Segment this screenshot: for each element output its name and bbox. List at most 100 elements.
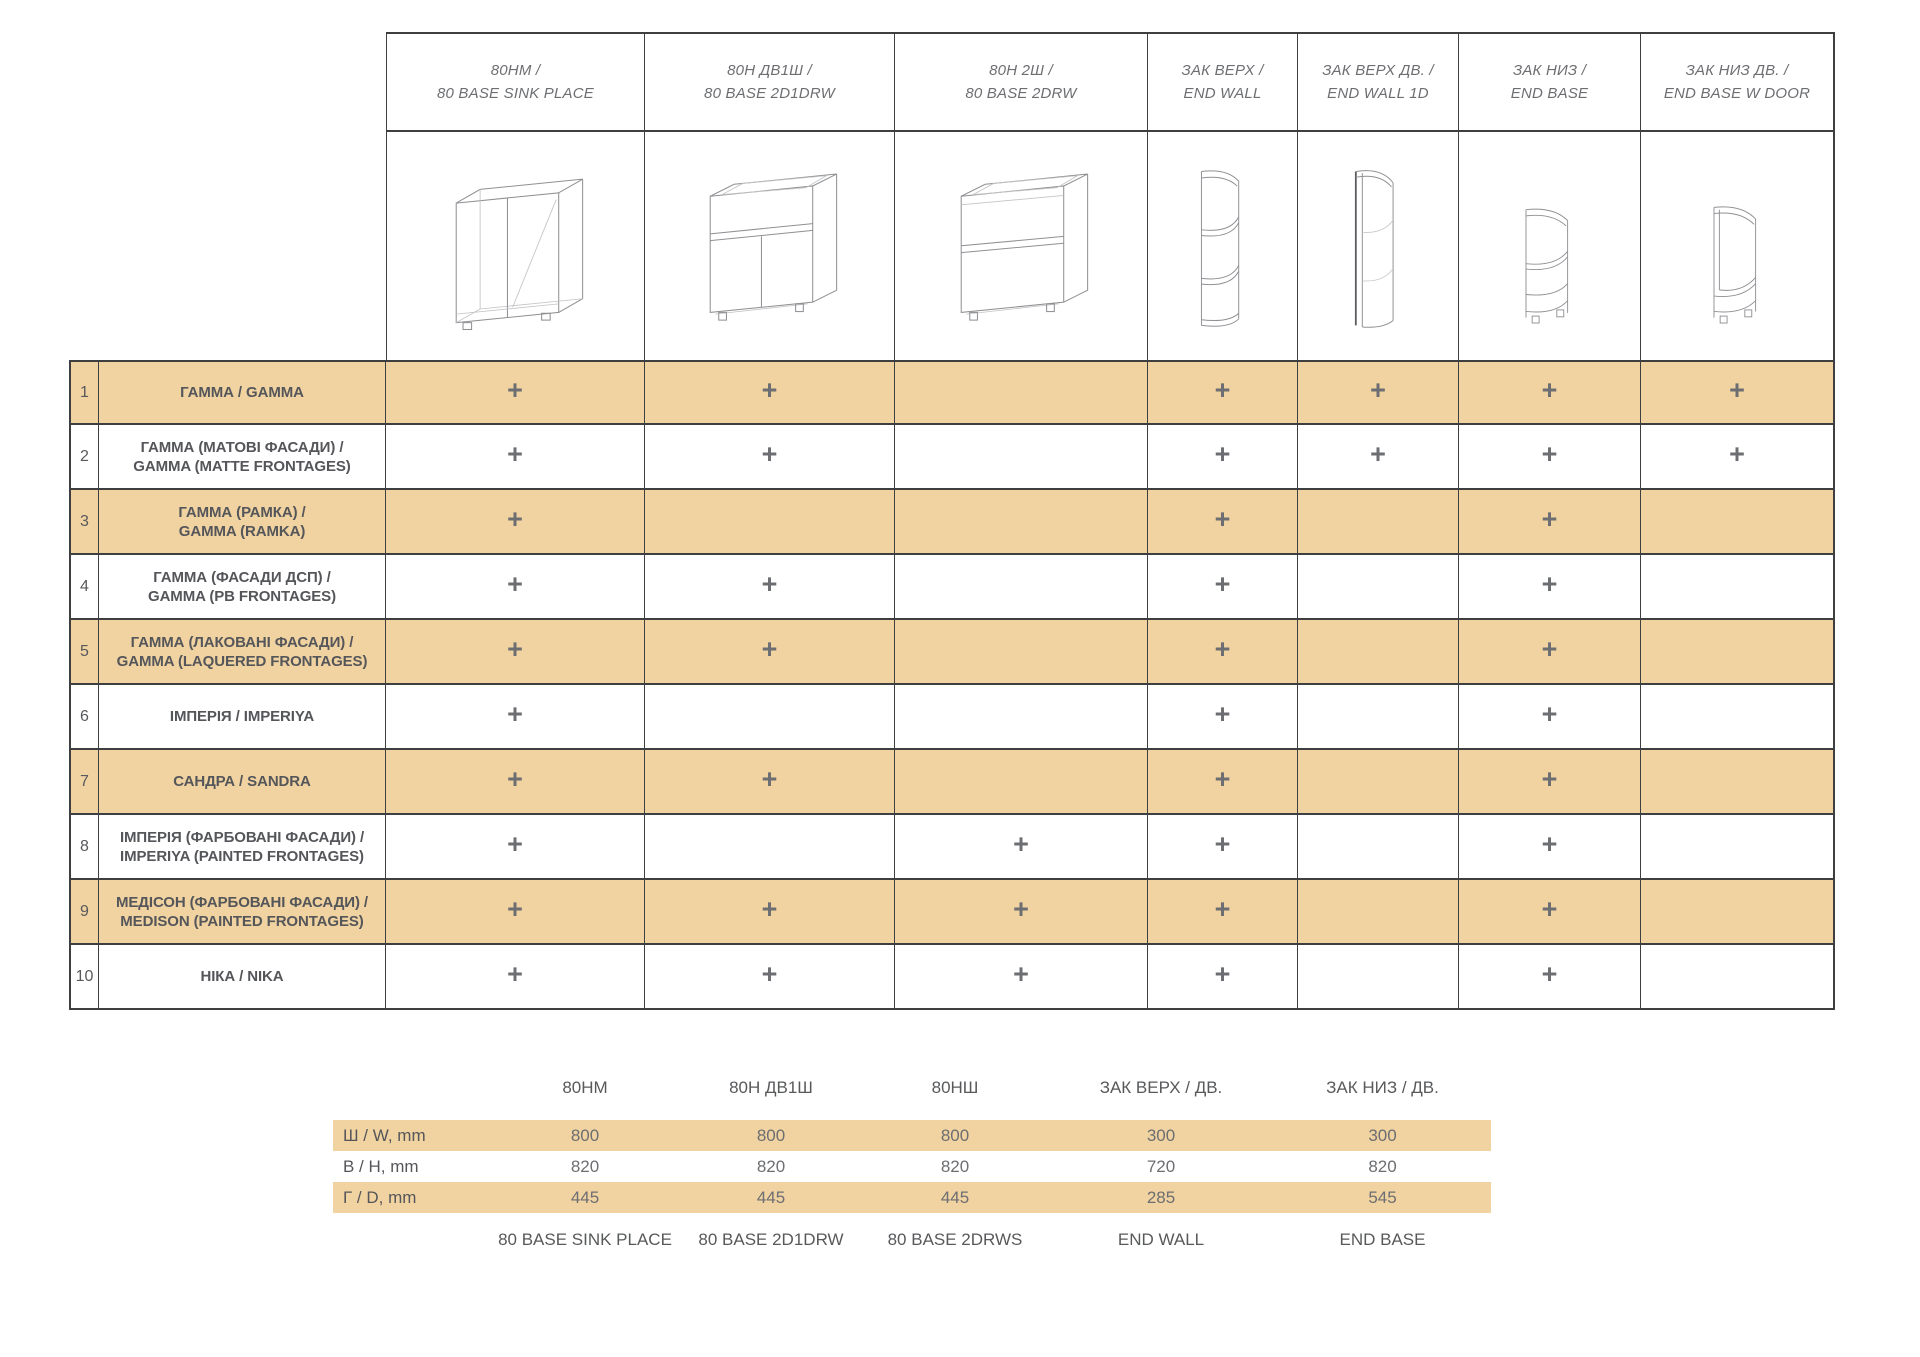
dimension-value: 445 [570, 1187, 600, 1207]
row-label: ГАММА (ЛАКОВАНІ ФАСАДИ) / GAMMA (LAQUERED… [99, 620, 386, 685]
dimension-value: 820 [940, 1156, 970, 1176]
plus-mark: + [1541, 894, 1558, 924]
column-header: ЗАК ВЕРХ ДВ. / END WALL 1D [1298, 32, 1459, 132]
row-number: 5 [69, 620, 99, 685]
corner-spacer [69, 32, 99, 132]
column-header-line1: ЗАК ВЕРХ ДВ. / [1322, 62, 1434, 79]
availability-cell-empty [1298, 750, 1459, 815]
dimensions-footer-label: 80 BASE 2DRWS [887, 1230, 1023, 1249]
availability-cell-plus: + [1459, 750, 1641, 815]
availability-cell-plus: + [1148, 815, 1298, 880]
availability-cell-empty [895, 360, 1148, 425]
row-label: ІМПЕРІЯ (ФАРБОВАНІ ФАСАДИ) / IMPERIYA (PA… [99, 815, 386, 880]
plus-mark: + [507, 699, 523, 729]
row-number: 9 [69, 880, 99, 945]
dimensions-footer-label: 80 BASE SINK PLACE [498, 1230, 672, 1249]
availability-cell-plus: + [1148, 685, 1298, 750]
column-header: ЗАК ВЕРХ / END WALL [1148, 32, 1298, 132]
plus-mark: + [507, 375, 523, 405]
row-label: МЕДІСОН (ФАРБОВАНІ ФАСАДИ) / MEDISON (PAI… [99, 880, 386, 945]
dimensions-footer-label: 80 BASE 2D1DRW [698, 1230, 844, 1249]
availability-cell-empty [895, 750, 1148, 815]
plus-mark: + [507, 959, 523, 989]
column-header-line1: ЗАК НИЗ ДВ. / [1685, 62, 1789, 79]
plus-mark: + [1729, 439, 1745, 469]
row-label-line: GAMMA (RAMKA) [178, 522, 306, 540]
column-header-line1: ЗАК НИЗ / [1512, 62, 1587, 79]
availability-cell-plus: + [386, 490, 645, 555]
availability-table: 80НМ / 80 BASE SINK PLACE 80Н ДВ1Ш / 80 BAS… [69, 32, 1835, 1010]
row-label-line: САНДРА / SANDRA [173, 773, 311, 790]
column-header-line1: 80Н ДВ1Ш / [727, 62, 812, 79]
row-label-line: ІМПЕРІЯ (ФАРБОВАНІ ФАСАДИ) / [119, 828, 365, 846]
column-header-line2: 80 BASE SINK PLACE [436, 85, 594, 102]
availability-cell-plus: + [645, 750, 895, 815]
availability-cell-plus: + [1459, 490, 1641, 555]
plus-mark: + [1541, 634, 1558, 664]
plus-mark: + [1214, 959, 1231, 989]
availability-cell-plus: + [1459, 880, 1641, 945]
plus-mark: + [507, 439, 523, 469]
dimensions-column-header: 80НШ [931, 1078, 979, 1097]
end-base-open-unit-drawing [1459, 132, 1641, 360]
dimension-value: 300 [1368, 1125, 1397, 1145]
row-label-line: ІМПЕРІЯ / IMPERIYA [169, 708, 315, 725]
availability-cell-plus: + [1641, 425, 1835, 490]
availability-cell-plus: + [1459, 685, 1641, 750]
availability-cell-plus: + [386, 750, 645, 815]
availability-cell-plus: + [1459, 945, 1641, 1010]
column-header-line2: 80 BASE 2DRW [965, 85, 1077, 102]
row-number: 4 [69, 555, 99, 620]
availability-cell-empty [1298, 880, 1459, 945]
dimension-value: 285 [1146, 1187, 1176, 1207]
plus-mark: + [1729, 375, 1745, 405]
plus-mark: + [761, 569, 778, 599]
dimensions-gap [333, 1110, 1491, 1120]
dimensions-data-row: Ш / W, mm 800 800 800 300 300 [333, 1120, 1491, 1151]
plus-mark: + [1013, 894, 1029, 924]
row-label-line: ГАММА (РАМКА) / [178, 503, 306, 521]
availability-cell-empty [1641, 490, 1835, 555]
dimension-value: 820 [756, 1156, 786, 1176]
dimension-value: 545 [1368, 1187, 1397, 1207]
availability-cell-plus: + [386, 555, 645, 620]
row-label: ГАММА / GAMMA [99, 360, 386, 425]
availability-cell-plus: + [895, 815, 1148, 880]
availability-cell-empty [1641, 620, 1835, 685]
dimension-row-label: Ш / W, mm [343, 1125, 426, 1145]
plus-mark: + [507, 829, 523, 859]
plus-mark: + [1214, 504, 1231, 534]
availability-cell-empty [645, 685, 895, 750]
dimensions-data-row: В / H, mm 820 820 820 720 820 [333, 1151, 1491, 1182]
availability-cell-plus: + [1459, 555, 1641, 620]
plus-mark: + [1370, 439, 1386, 469]
row-label-line: MEDISON (PAINTED FRONTAGES) [120, 912, 364, 930]
dimension-value: 720 [1146, 1156, 1176, 1176]
plus-mark: + [1541, 699, 1558, 729]
dimension-row-label: Г / D, mm [343, 1187, 417, 1207]
base-sink-cabinet-drawing [386, 132, 645, 360]
plus-mark: + [1541, 569, 1558, 599]
plus-mark: + [1541, 439, 1558, 469]
availability-cell-plus: + [1459, 360, 1641, 425]
end-base-door-unit-drawing [1641, 132, 1835, 360]
row-label-line: НІКА / NIKA [200, 968, 284, 985]
dimension-value: 800 [756, 1125, 786, 1145]
plus-mark: + [507, 569, 523, 599]
row-label-line: ГАММА (МАТОВІ ФАСАДИ) / [140, 438, 344, 456]
row-label-line: GAMMA (MATTE FRONTAGES) [133, 457, 351, 475]
availability-cell-plus: + [386, 685, 645, 750]
dimensions-header-row: 80НМ 80Н ДВ1Ш 80НШ ЗАК ВЕРХ / ДВ. ЗАК НИЗ / … [333, 1066, 1491, 1110]
availability-cell-plus: + [645, 360, 895, 425]
availability-cell-empty [1641, 945, 1835, 1010]
plus-mark: + [1013, 829, 1029, 859]
column-header-line2: END BASE [1510, 85, 1589, 102]
plus-mark: + [1013, 959, 1029, 989]
plus-mark: + [1214, 569, 1231, 599]
column-header-line1: 80НМ / [490, 62, 541, 79]
plus-mark: + [1541, 829, 1558, 859]
plus-mark: + [1541, 504, 1558, 534]
availability-cell-empty [1298, 815, 1459, 880]
availability-cell-plus: + [1148, 880, 1298, 945]
availability-cell-plus: + [1148, 360, 1298, 425]
